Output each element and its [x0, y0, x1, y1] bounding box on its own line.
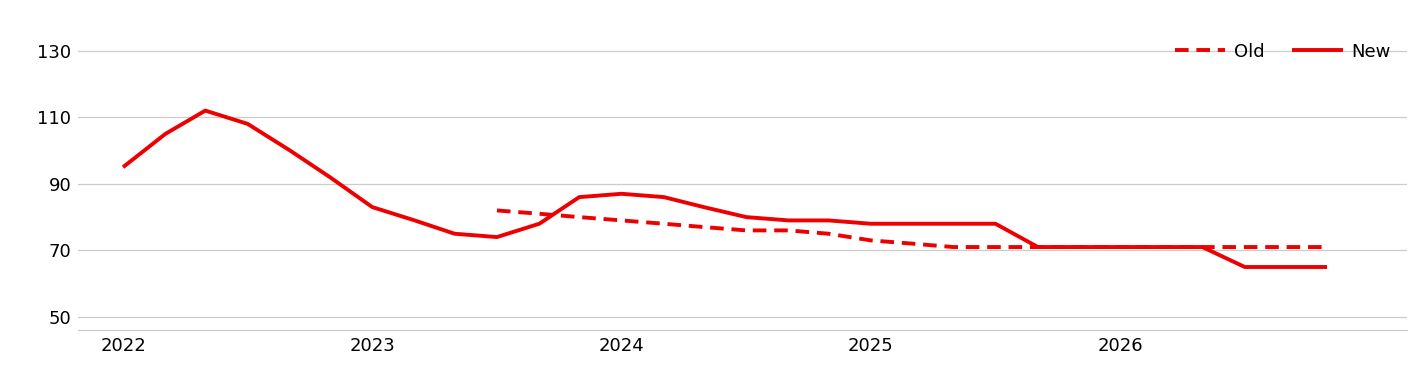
- Old: [820, 232, 837, 236]
- New: [281, 148, 298, 153]
- New: [364, 205, 381, 209]
- New: [612, 192, 630, 196]
- New: [531, 222, 549, 226]
- New: [1194, 245, 1211, 249]
- New: [489, 235, 506, 239]
- Old: [1029, 245, 1046, 249]
- New: [1029, 245, 1046, 249]
- New: [863, 222, 880, 226]
- Old: [612, 218, 630, 223]
- New: [695, 205, 712, 209]
- Line: Old: Old: [497, 210, 1327, 247]
- New: [115, 165, 132, 169]
- New: [820, 218, 837, 223]
- New: [239, 122, 256, 126]
- New: [406, 218, 423, 223]
- Old: [695, 225, 712, 229]
- New: [571, 195, 588, 199]
- Old: [1069, 245, 1086, 249]
- New: [988, 222, 1005, 226]
- Old: [1279, 245, 1296, 249]
- Old: [1319, 245, 1336, 249]
- New: [1111, 245, 1128, 249]
- Old: [571, 215, 588, 219]
- Old: [531, 212, 549, 216]
- Old: [863, 238, 880, 243]
- New: [655, 195, 672, 199]
- New: [196, 108, 213, 113]
- New: [1154, 245, 1171, 249]
- New: [780, 218, 797, 223]
- Old: [1111, 245, 1128, 249]
- New: [321, 175, 338, 179]
- New: [156, 132, 173, 136]
- Old: [905, 242, 922, 246]
- Old: [988, 245, 1005, 249]
- New: [737, 215, 755, 219]
- Old: [1154, 245, 1171, 249]
- Old: [1236, 245, 1253, 249]
- New: [1069, 245, 1086, 249]
- New: [945, 222, 962, 226]
- Old: [1194, 245, 1211, 249]
- New: [446, 232, 463, 236]
- Old: [655, 222, 672, 226]
- Old: [737, 228, 755, 233]
- New: [1279, 265, 1296, 269]
- New: [905, 222, 922, 226]
- Old: [489, 208, 506, 213]
- New: [1319, 265, 1336, 269]
- Line: New: New: [124, 111, 1327, 267]
- New: [1236, 265, 1253, 269]
- Old: [945, 245, 962, 249]
- Legend: Old, New: Old, New: [1175, 43, 1391, 61]
- Old: [780, 228, 797, 233]
